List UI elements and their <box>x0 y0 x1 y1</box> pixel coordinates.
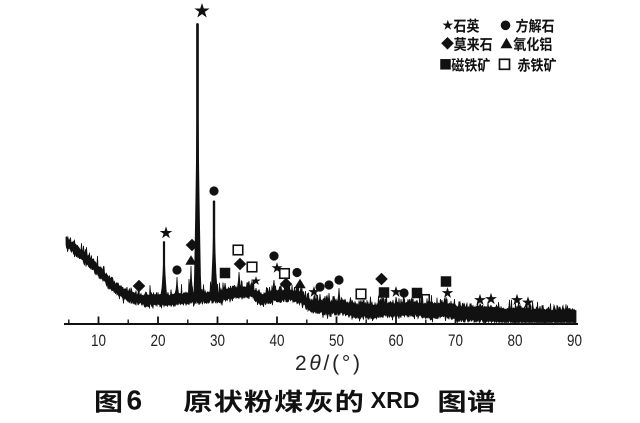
svg-text:50: 50 <box>329 331 344 350</box>
svg-text:70: 70 <box>448 331 463 350</box>
svg-text:10: 10 <box>91 331 106 350</box>
svg-text:XRD: XRD <box>371 387 420 413</box>
svg-text:6: 6 <box>127 385 143 416</box>
svg-text:60: 60 <box>389 331 404 350</box>
svg-text:30: 30 <box>210 331 225 350</box>
svg-text:80: 80 <box>508 331 523 350</box>
svg-text:20: 20 <box>151 331 166 350</box>
svg-text:40: 40 <box>270 331 285 350</box>
svg-text:90: 90 <box>567 331 582 350</box>
svg-text:2θ/(°): 2 θ/(°) <box>295 352 360 375</box>
